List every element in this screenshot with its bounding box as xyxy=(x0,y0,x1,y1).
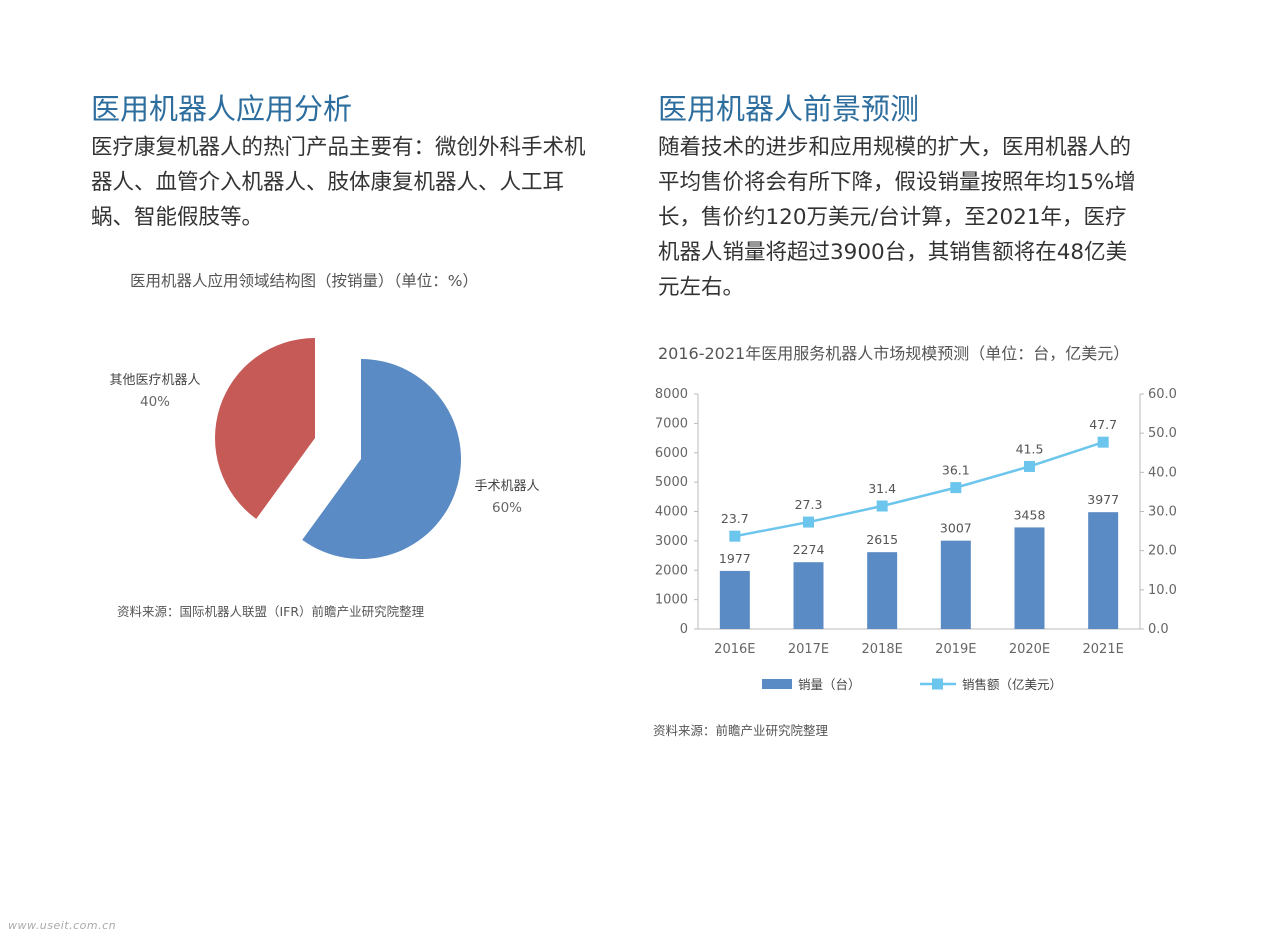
line-data-label: 47.7 xyxy=(1089,417,1117,432)
line-point xyxy=(876,500,888,512)
bar xyxy=(867,552,898,629)
combo-chart: 0 1000 2000 3000 4000 5000 6000 7000 8000 0.0 10.0… xyxy=(655,387,1177,692)
x-axis-tick-label: 2021E xyxy=(1083,642,1124,657)
bar-data-label: 1977 xyxy=(719,551,751,566)
right-axis-tick-label: 10.0 xyxy=(1148,583,1177,598)
bar xyxy=(719,570,750,629)
bar xyxy=(1014,527,1045,629)
pie-chart: 手术机器人 60% 其他医疗机器人 40% xyxy=(109,338,540,559)
line-data-label: 31.4 xyxy=(868,481,896,496)
bar-data-label: 2615 xyxy=(866,532,898,547)
x-axis-tick-label: 2019E xyxy=(935,642,976,657)
right-axis-tick-label: 60.0 xyxy=(1148,387,1177,402)
line-point xyxy=(1024,460,1035,472)
right-axis-tick-label: 30.0 xyxy=(1148,505,1177,520)
right-paragraph-line: 平均售价将会有所下降，假设销量按照年均15%增 xyxy=(658,170,1136,195)
right-paragraph-line: 机器人销量将超过3900台，其销售额将在48亿美 xyxy=(658,240,1128,265)
left-axis-tick-label: 8000 xyxy=(655,387,688,402)
pie-slice-value: 60% xyxy=(492,500,522,516)
right-axis-tick-label: 20.0 xyxy=(1148,544,1177,559)
pie-slice-value: 40% xyxy=(140,394,170,410)
left-paragraph-line: 器人、血管介入机器人、肢体康复机器人、人工耳 xyxy=(91,170,565,195)
line-point xyxy=(729,530,741,542)
right-paragraph-line: 随着技术的进步和应用规模的扩大，医用机器人的 xyxy=(658,135,1132,160)
line-series xyxy=(734,440,1104,538)
left-axis-tick-label: 7000 xyxy=(655,416,688,431)
left-axis-tick-label: 5000 xyxy=(655,475,688,490)
bar xyxy=(940,540,971,629)
pie-slice xyxy=(214,338,315,519)
bar xyxy=(793,562,824,629)
pie-slice-label: 其他医疗机器人 xyxy=(109,373,200,388)
line-point xyxy=(1097,436,1109,448)
bar xyxy=(1088,512,1119,629)
pie-slice xyxy=(302,359,461,559)
legend-swatch-bar xyxy=(762,679,792,689)
combo-chart-title: 2016-2021年医用服务机器人市场规模预测（单位：台，亿美元） xyxy=(658,344,1130,363)
right-axis-tick-label: 50.0 xyxy=(1148,426,1177,441)
left-axis-tick-label: 2000 xyxy=(655,563,688,578)
combo-chart-source: 资料来源：前瞻产业研究院整理 xyxy=(653,723,829,738)
x-axis-tick-label: 2018E xyxy=(862,642,903,657)
line-data-label: 36.1 xyxy=(942,463,970,478)
watermark-text: www.useit.com.cn xyxy=(8,919,117,932)
left-axis-tick-label: 1000 xyxy=(655,593,688,608)
left-axis-tick-label: 4000 xyxy=(655,505,688,520)
bar-data-label: 3977 xyxy=(1087,492,1119,507)
line-point xyxy=(803,516,814,528)
legend-swatch-marker xyxy=(932,678,943,690)
bar-data-label: 3458 xyxy=(1014,507,1046,522)
bar-data-label: 2274 xyxy=(793,542,825,557)
line-data-label: 27.3 xyxy=(795,497,823,512)
left-heading: 医用机器人应用分析 xyxy=(91,92,353,126)
right-paragraph-line: 元左右。 xyxy=(658,275,745,300)
right-heading: 医用机器人前景预测 xyxy=(658,92,920,126)
x-axis-tick-label: 2017E xyxy=(788,642,829,657)
pie-chart-title: 医用机器人应用领域结构图（按销量）（单位：%） xyxy=(130,272,478,290)
line-data-label: 41.5 xyxy=(1016,441,1044,456)
left-axis-tick-label: 0 xyxy=(680,622,688,637)
line-point xyxy=(950,482,962,494)
pie-slice-label: 手术机器人 xyxy=(474,479,539,494)
legend-label-line: 销售额（亿美元） xyxy=(962,677,1062,692)
x-axis-tick-label: 2020E xyxy=(1009,642,1050,657)
right-paragraph-line: 长，售价约120万美元/台计算，至2021年，医疗 xyxy=(658,205,1127,230)
left-axis-tick-label: 3000 xyxy=(655,534,688,549)
left-axis-tick-label: 6000 xyxy=(655,446,688,461)
line-data-label: 23.7 xyxy=(721,511,749,526)
left-paragraph-line: 蜗、智能假肢等。 xyxy=(91,205,264,230)
bar-data-label: 3007 xyxy=(940,521,972,536)
right-axis-tick-label: 40.0 xyxy=(1148,465,1177,480)
right-paragraph: 随着技术的进步和应用规模的扩大，医用机器人的 平均售价将会有所下降，假设销量按照… xyxy=(658,130,1218,305)
x-axis-tick-label: 2016E xyxy=(714,642,755,657)
left-paragraph: 医疗康复机器人的热门产品主要有：微创外科手术机 器人、血管介入机器人、肢体康复机… xyxy=(91,130,631,235)
pie-chart-source: 资料来源：国际机器人联盟（IFR）前瞻产业研究院整理 xyxy=(117,604,425,619)
legend-label-bar: 销量（台） xyxy=(798,677,861,692)
left-paragraph-line: 医疗康复机器人的热门产品主要有：微创外科手术机 xyxy=(91,135,586,160)
right-axis-tick-label: 0.0 xyxy=(1148,622,1169,637)
